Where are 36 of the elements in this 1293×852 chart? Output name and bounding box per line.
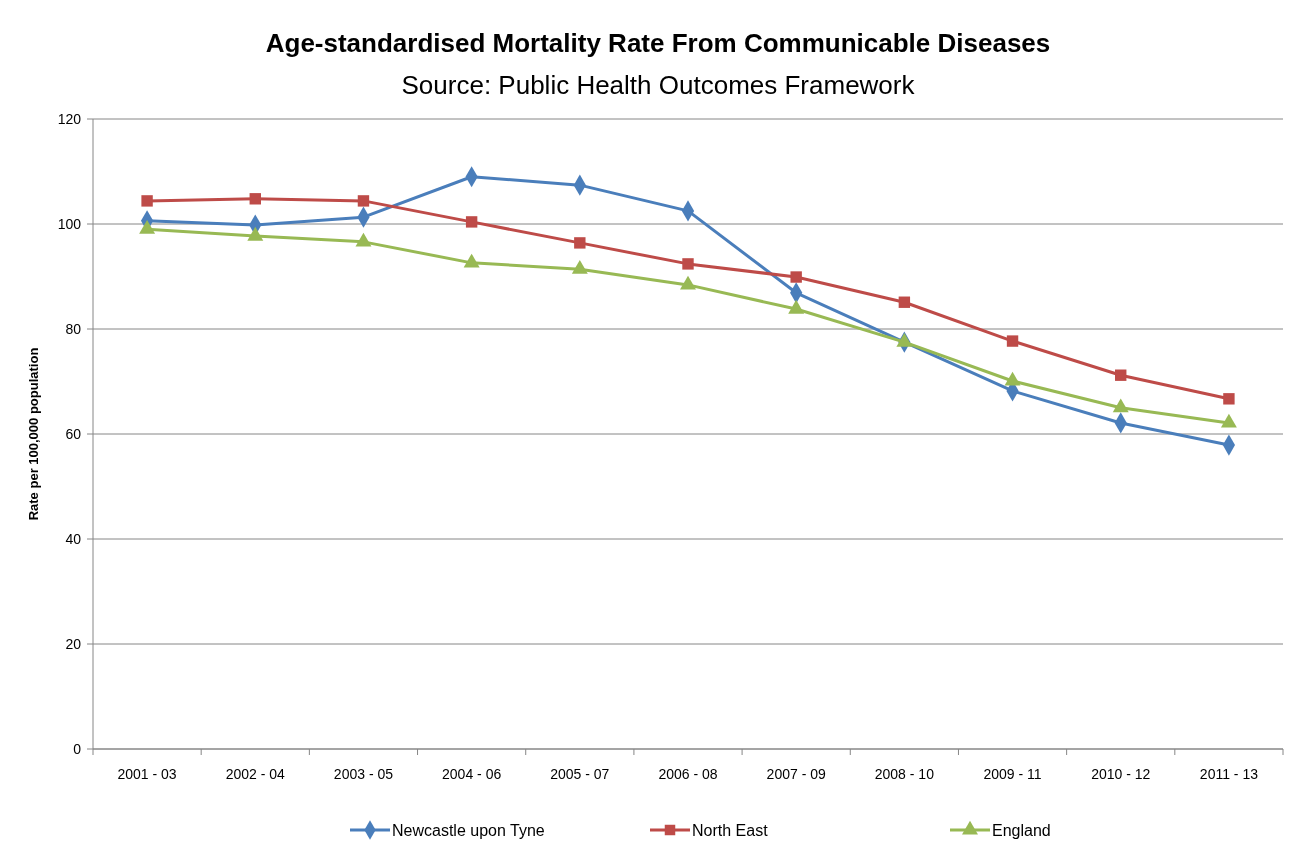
point [1115, 369, 1127, 381]
x-tick-label: 2001 - 03 [117, 766, 177, 782]
point [1223, 393, 1235, 405]
y-tick-label: 60 [65, 425, 82, 442]
x-tick-label: 2009 - 11 [983, 766, 1042, 782]
y-tick-label: 0 [73, 740, 82, 757]
x-tick-label: 2008 - 10 [874, 766, 935, 782]
x-tick-label: 2004 - 06 [442, 766, 502, 782]
y-tick-label: 40 [65, 530, 82, 547]
legend-label: North East [692, 821, 769, 839]
legend-label: England [992, 821, 1051, 839]
y-tick-label: 80 [65, 320, 82, 337]
x-tick-label: 2002 - 04 [225, 766, 286, 782]
y-tick-label: 20 [65, 635, 82, 652]
x-tick-label: 2007 - 09 [766, 766, 826, 782]
y-tick-label: 100 [57, 215, 82, 232]
point [357, 195, 370, 207]
point [249, 193, 261, 205]
x-tick-label: 2010 - 12 [1091, 766, 1151, 782]
point [1006, 335, 1019, 347]
point [790, 271, 802, 283]
y-axis-title: Rate per 100,000 population [26, 347, 41, 521]
chart-title: Age-standardised Mortality Rate From Communicable Diseases [265, 28, 1051, 58]
x-tick-label: 2005 - 07 [550, 766, 610, 782]
point [682, 258, 694, 270]
point [898, 296, 911, 308]
y-tick-label: 120 [57, 110, 82, 127]
point [1112, 398, 1129, 413]
legend-label: Newcastle upon Tyne [392, 821, 545, 839]
point [574, 237, 586, 249]
chart-subtitle: Source: Public Health Outcomes Framework [401, 70, 916, 100]
point [141, 195, 153, 207]
x-tick-label: 2011 - 13 [1199, 766, 1259, 782]
point [465, 216, 478, 228]
x-tick-label: 2003 - 05 [333, 766, 394, 782]
x-tick-label: 2006 - 08 [658, 766, 718, 782]
